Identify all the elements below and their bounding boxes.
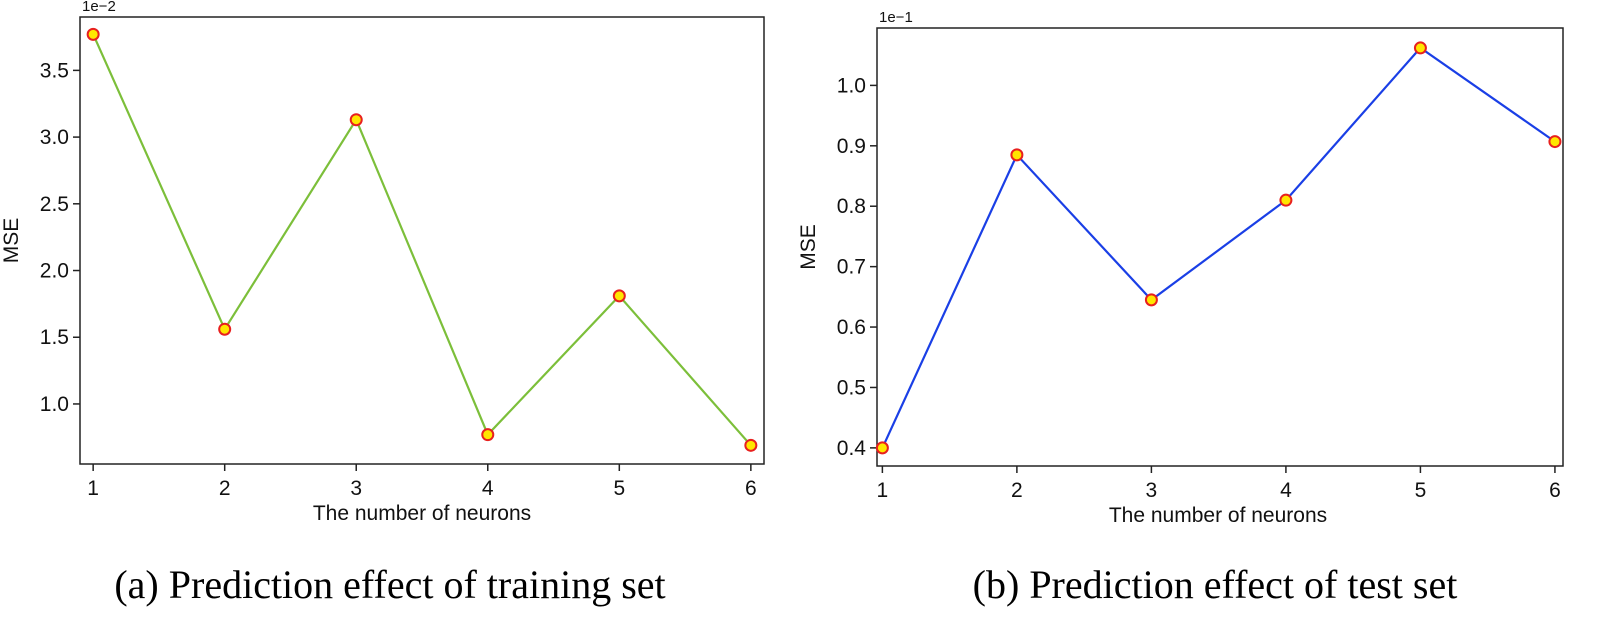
plot-frame — [876, 27, 1564, 467]
y-axis-label: MSE — [797, 224, 820, 270]
x-tick-label: 3 — [350, 477, 362, 500]
y-tick-label: 3.5 — [40, 59, 69, 82]
y-axis-label: MSE — [0, 218, 23, 264]
data-markers — [86, 27, 758, 452]
chart-panel-training: 1.0 1.5 2.0 2.5 3.0 3.5 1 2 3 4 5 6 1e−2 MSE The n… — [0, 0, 765, 607]
data-point — [349, 113, 363, 127]
y-tick-label: 0.9 — [837, 135, 866, 158]
x-tick-label: 4 — [482, 477, 494, 500]
y-tick-label: 0.6 — [837, 316, 866, 339]
x-tick-label: 6 — [745, 477, 757, 500]
x-tick-label: 6 — [1549, 479, 1561, 502]
data-point — [1144, 293, 1158, 307]
plot-frame — [79, 16, 765, 465]
x-tick-label: 5 — [613, 477, 625, 500]
y-axis-ticks: 0.4 0.5 0.6 0.7 0.8 0.9 1.0 — [837, 74, 877, 460]
data-point — [1010, 148, 1024, 162]
x-axis-label: The number of neurons — [313, 502, 531, 525]
x-axis-ticks: 1 2 3 4 5 6 — [87, 464, 757, 500]
y-tick-label: 1.5 — [40, 326, 69, 349]
series-line — [881, 46, 1556, 449]
data-point — [481, 428, 495, 442]
y-exponent-label: 1e−2 — [82, 0, 116, 15]
y-tick-label: 0.7 — [837, 256, 866, 279]
y-tick-label: 1.0 — [837, 74, 866, 97]
data-point — [86, 27, 100, 41]
y-exponent-label: 1e−1 — [879, 9, 913, 26]
series-line — [92, 33, 752, 447]
data-point — [875, 441, 889, 455]
y-tick-label: 2.5 — [40, 193, 69, 216]
y-tick-label: 2.0 — [40, 260, 69, 283]
y-tick-label: 1.0 — [40, 393, 69, 416]
data-point — [1279, 193, 1293, 207]
x-axis-label: The number of neurons — [1109, 504, 1327, 527]
y-tick-label: 0.5 — [837, 376, 866, 399]
chart-panel-test: 0.4 0.5 0.6 0.7 0.8 0.9 1.0 1 2 3 4 5 6 1e−1 MSE Th… — [797, 9, 1564, 607]
x-tick-label: 3 — [1146, 479, 1158, 502]
data-point — [744, 438, 758, 452]
data-point — [1413, 41, 1427, 55]
x-tick-label: 2 — [1011, 479, 1023, 502]
data-point — [1548, 135, 1562, 149]
x-tick-label: 1 — [877, 479, 889, 502]
x-tick-label: 4 — [1280, 479, 1292, 502]
x-tick-label: 5 — [1415, 479, 1427, 502]
caption: (a) Prediction effect of training set — [114, 562, 665, 607]
y-tick-label: 0.4 — [837, 437, 867, 460]
x-tick-label: 2 — [219, 477, 231, 500]
y-tick-label: 0.8 — [837, 195, 866, 218]
y-tick-label: 3.0 — [40, 126, 69, 149]
y-axis-ticks: 1.0 1.5 2.0 2.5 3.0 3.5 — [40, 59, 80, 416]
data-point — [612, 289, 626, 303]
data-markers — [875, 41, 1562, 455]
caption: (b) Prediction effect of test set — [973, 562, 1458, 607]
x-tick-label: 1 — [87, 477, 99, 500]
data-point — [218, 322, 232, 336]
x-axis-ticks: 1 2 3 4 5 6 — [877, 466, 1561, 502]
